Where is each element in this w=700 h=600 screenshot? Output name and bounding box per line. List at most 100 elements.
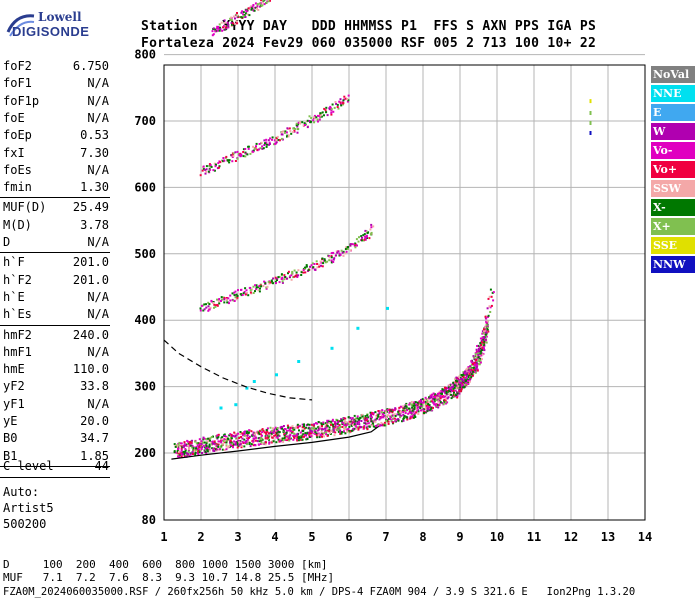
param-row: foF1p N/A bbox=[3, 94, 109, 110]
echo-mark bbox=[326, 260, 329, 263]
param-value: 110.0 bbox=[72, 362, 109, 377]
echo-mark bbox=[349, 416, 352, 419]
echo-mark bbox=[397, 410, 400, 413]
echo-mark bbox=[486, 328, 489, 331]
echo-mark bbox=[200, 442, 203, 445]
echo-mark bbox=[304, 432, 307, 435]
echo-mark bbox=[243, 438, 246, 441]
echo-mark bbox=[202, 165, 205, 168]
echo-mark bbox=[326, 424, 329, 427]
echo-mark bbox=[365, 419, 368, 422]
echo-mark bbox=[474, 368, 477, 370]
echo-mark bbox=[257, 437, 260, 440]
echo-mark bbox=[274, 434, 277, 436]
echo-mark bbox=[313, 114, 316, 117]
echo-mark bbox=[280, 278, 283, 280]
echo-mark bbox=[212, 435, 214, 438]
echo-mark bbox=[264, 438, 267, 441]
echo-mark bbox=[429, 406, 432, 408]
echo-mark bbox=[291, 272, 294, 275]
echo-mark bbox=[445, 389, 447, 392]
param-row: h`Es N/A bbox=[3, 307, 109, 323]
echo-mark bbox=[272, 277, 275, 280]
echo-mark bbox=[436, 394, 439, 397]
echo-mark bbox=[441, 402, 444, 405]
echo-mark bbox=[356, 415, 359, 418]
echo-mark bbox=[216, 448, 219, 451]
param-label: h`F bbox=[3, 255, 25, 270]
echo-mark bbox=[290, 132, 293, 135]
echo-mark bbox=[177, 443, 180, 446]
echo-mark bbox=[253, 433, 256, 436]
echo-mark bbox=[189, 452, 192, 455]
echo-mark bbox=[472, 366, 475, 369]
echo-mark bbox=[244, 155, 247, 158]
echo-mark bbox=[456, 382, 459, 385]
echo-mark bbox=[306, 119, 309, 122]
echo-mark bbox=[350, 424, 353, 427]
echo-mark bbox=[223, 19, 226, 22]
echo-mark bbox=[316, 266, 319, 269]
echo-mark bbox=[233, 432, 236, 435]
echo-mark bbox=[323, 114, 325, 117]
echo-mark bbox=[380, 424, 383, 427]
echo-mark bbox=[267, 0, 270, 3]
echo-mark bbox=[344, 417, 347, 420]
echo-mark bbox=[236, 438, 239, 441]
echo-mark bbox=[291, 425, 294, 428]
legend-item-vo-: Vo+ bbox=[651, 161, 695, 178]
echo-mark bbox=[442, 402, 445, 405]
echo-mark bbox=[233, 300, 236, 302]
param-label: hmF2 bbox=[3, 327, 32, 342]
echo-mark bbox=[229, 433, 232, 436]
echo-mark bbox=[483, 349, 486, 352]
echo-mark bbox=[267, 280, 270, 283]
echo-mark bbox=[479, 337, 482, 340]
echo-mark bbox=[250, 5, 252, 8]
echo-mark-nne bbox=[219, 406, 223, 410]
echo-mark bbox=[426, 398, 429, 401]
echo-mark bbox=[425, 404, 428, 407]
echo-mark bbox=[346, 248, 349, 250]
echo-mark bbox=[438, 399, 441, 402]
echo-mark bbox=[261, 431, 264, 434]
echo-mark bbox=[237, 152, 240, 155]
echo-mark bbox=[470, 376, 473, 379]
echo-mark bbox=[243, 14, 246, 17]
echo-mark bbox=[479, 342, 482, 345]
echo-mark bbox=[256, 7, 258, 10]
legend-item-sse: SSE bbox=[651, 237, 695, 254]
echo-mark bbox=[296, 123, 299, 126]
echo-mark bbox=[205, 170, 208, 173]
echo-mark bbox=[370, 420, 373, 423]
echo-mark bbox=[464, 373, 467, 376]
echo-mark bbox=[472, 370, 475, 373]
echo-mark bbox=[232, 299, 235, 302]
echo-mark bbox=[250, 430, 253, 433]
echo-mark bbox=[485, 321, 488, 324]
echo-mark bbox=[349, 422, 351, 425]
param-row: foEs N/A bbox=[3, 163, 109, 179]
echo-mark bbox=[184, 449, 187, 452]
echo-mark bbox=[406, 418, 409, 421]
echo-mark bbox=[289, 426, 292, 429]
echo-mark bbox=[234, 23, 237, 26]
param-value: N/A bbox=[87, 344, 109, 359]
echo-mark bbox=[335, 102, 338, 105]
echo-mark bbox=[426, 407, 429, 409]
echo-mark bbox=[478, 345, 481, 348]
echo-mark bbox=[223, 301, 226, 304]
echo-mark bbox=[475, 351, 478, 354]
echo-mark bbox=[254, 6, 256, 9]
echo-mark bbox=[252, 150, 255, 153]
echo-mark bbox=[230, 444, 232, 447]
profile-dashed-line bbox=[163, 339, 313, 401]
echo-mark bbox=[276, 135, 279, 138]
echo-mark bbox=[249, 291, 252, 294]
echo-mark bbox=[202, 444, 205, 447]
echo-mark bbox=[410, 410, 413, 413]
echo-mark bbox=[346, 246, 349, 249]
echo-mark bbox=[460, 381, 463, 384]
echo-mark bbox=[277, 276, 280, 279]
echo-mark bbox=[276, 427, 279, 429]
